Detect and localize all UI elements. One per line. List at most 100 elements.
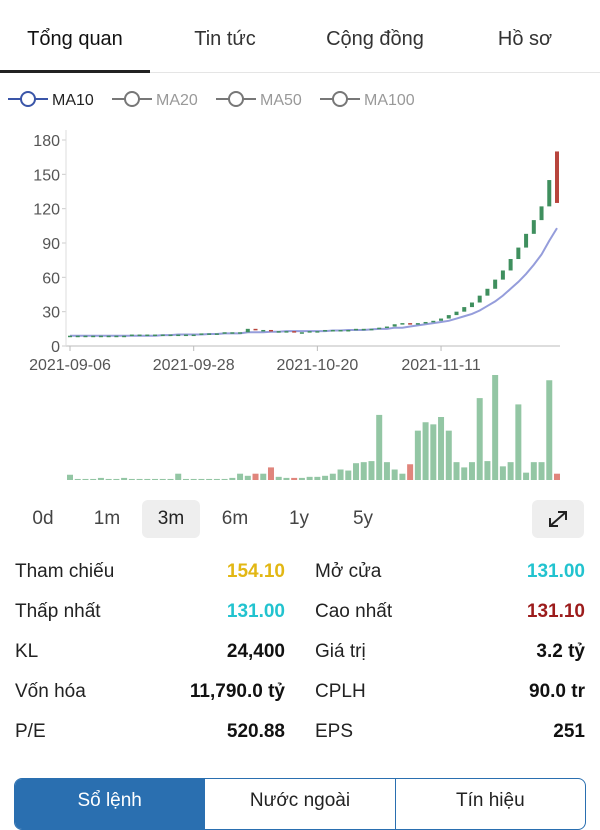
ma-legend-circle: [332, 91, 348, 107]
candle-body: [214, 333, 219, 335]
period-button[interactable]: 5y: [352, 508, 374, 529]
volume-bar: [283, 477, 290, 480]
stat-cell: EPS 251: [315, 721, 585, 743]
candle-body: [408, 323, 413, 325]
volume-bar: [159, 478, 166, 480]
bottom-tab[interactable]: Nước ngoài: [204, 779, 394, 829]
candle-body: [315, 331, 320, 333]
volume-bar: [353, 463, 360, 480]
ma-legend-label: MA10: [52, 92, 94, 109]
stat-cell: P/E 520.88: [15, 721, 285, 743]
x-tick-label: 2021-09-06: [29, 357, 111, 374]
volume-bar: [252, 473, 259, 480]
stat-row: Vốn hóa 11,790.0 tỷ CPLH 90.0 tr: [0, 672, 600, 712]
stat-value: 520.88: [226, 721, 285, 742]
stat-row: KL 24,400 Giá trị 3.2 tỷ: [0, 632, 600, 672]
tab[interactable]: Tin tức: [194, 28, 256, 50]
candle-body: [98, 335, 103, 338]
candle-body: [415, 323, 420, 325]
y-tick-label: 150: [33, 167, 60, 184]
candle-body: [508, 259, 513, 271]
candle-body: [253, 328, 258, 331]
candle-body: [207, 333, 212, 335]
candle-body: [238, 332, 243, 334]
stat-cell: Tham chiếu 154.10: [15, 561, 285, 583]
ma10-line: [70, 227, 558, 337]
period-button[interactable]: 3m: [142, 500, 200, 538]
stat-value: 131.10: [526, 601, 585, 622]
stat-cell: Thấp nhất 131.00: [15, 601, 285, 623]
stat-value: 11,790.0 tỷ: [189, 681, 285, 702]
expand-icon: [549, 511, 567, 527]
candle-body: [431, 320, 436, 323]
volume-bar: [121, 477, 128, 480]
tab-bar: Tổng quan Tin tức Cộng đồng Hồ sơ: [0, 0, 600, 73]
tab[interactable]: Hồ sơ: [497, 28, 553, 50]
volume-bar: [82, 478, 89, 480]
volume-bar: [422, 422, 429, 480]
candle-body: [145, 334, 150, 337]
candle-body: [183, 334, 188, 337]
bottom-tab[interactable]: Tín hiệu: [394, 779, 585, 829]
ma-legend-circle: [20, 91, 36, 107]
candle-body: [392, 324, 397, 327]
volume-bar: [507, 462, 514, 480]
volume-bar: [368, 461, 375, 480]
y-tick-label: 120: [33, 202, 60, 219]
period-button[interactable]: 1m: [93, 508, 121, 529]
volume-bar: [554, 473, 560, 480]
candle-body: [500, 270, 505, 280]
volume-bar: [275, 476, 282, 480]
candle-body: [230, 332, 235, 334]
period-bar: 0d 1m 3m 6m 1y 5y: [14, 500, 392, 538]
bottom-tab[interactable]: Sổ lệnh: [15, 779, 205, 829]
candle-body: [555, 151, 559, 203]
period-button[interactable]: 0d: [32, 508, 54, 529]
candle-body: [122, 335, 127, 338]
volume-bar: [144, 478, 151, 480]
volume-bar: [291, 477, 298, 480]
volume-bar: [136, 478, 143, 480]
volume-bar: [499, 466, 506, 480]
candle-body: [454, 311, 459, 316]
candle-body: [330, 329, 335, 332]
period-button[interactable]: 1y: [288, 508, 310, 529]
stats: Tham chiếu 154.10 Mở cửa 131.00 Thấp nhất 131…: [0, 552, 600, 752]
y-tick-label: 30: [42, 305, 60, 322]
y-tick-label: 90: [42, 236, 60, 253]
volume-bar: [221, 478, 228, 480]
candle-body: [307, 331, 312, 333]
candle-body: [276, 331, 281, 333]
tab[interactable]: Tổng quan: [0, 0, 150, 73]
candle-body: [439, 318, 444, 321]
candle-body: [346, 329, 351, 332]
candle-body: [114, 335, 119, 338]
candle-body: [191, 334, 196, 337]
candle-body: [299, 332, 304, 334]
candle-body: [477, 295, 482, 303]
expand-button[interactable]: [532, 500, 584, 538]
candle-body: [137, 334, 142, 337]
volume-bar: [113, 478, 120, 480]
volume-bar: [399, 473, 406, 480]
stat-cell: Cao nhất 131.10: [315, 601, 585, 623]
stat-row: P/E 520.88 EPS 251: [0, 712, 600, 752]
volume-bar: [438, 417, 445, 480]
candle-body: [284, 331, 289, 333]
volume-bar: [468, 462, 475, 480]
volume-bar: [260, 473, 267, 480]
candle-body: [516, 247, 521, 260]
period-button[interactable]: 6m: [221, 508, 249, 529]
volume-bar: [90, 478, 97, 480]
volume-bar: [445, 430, 452, 480]
y-tick-label: 60: [42, 270, 60, 287]
volume-bar: [237, 473, 244, 480]
candle-body: [83, 335, 88, 338]
volume-bar: [523, 472, 530, 480]
volume-bar: [74, 478, 81, 480]
stat-value: 251: [553, 721, 585, 742]
volume-bar: [298, 477, 305, 480]
candle-body: [469, 302, 474, 308]
stat-value: 131.00: [526, 561, 585, 582]
tab[interactable]: Cộng đồng: [326, 28, 424, 50]
